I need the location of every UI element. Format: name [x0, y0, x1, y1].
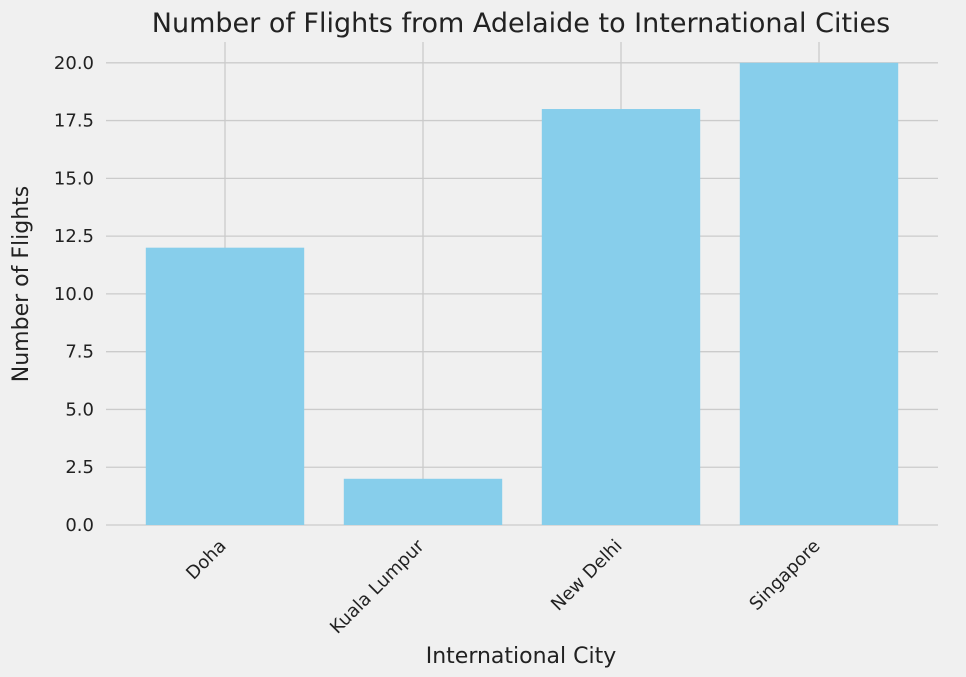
chart-title: Number of Flights from Adelaide to Inter…	[152, 8, 890, 39]
x-tick-label: New Delhi	[547, 536, 626, 615]
y-tick-label: 20.0	[54, 53, 94, 74]
x-axis-ticks: Doha Kuala Lumpur New Delhi Singapore	[182, 535, 824, 638]
y-axis-label: Number of Flights	[9, 186, 34, 382]
y-tick-label: 2.5	[65, 457, 94, 478]
y-axis-ticks: 0.0 2.5 5.0 7.5 10.0 12.5 15.0 17.5 20.0	[54, 53, 94, 536]
x-tick-label: Doha	[182, 536, 230, 584]
bar-kuala-lumpur	[343, 478, 503, 525]
y-tick-label: 15.0	[54, 168, 94, 189]
bars-layer	[145, 62, 899, 526]
y-tick-label: 12.5	[54, 226, 94, 247]
x-axis-label: International City	[426, 644, 617, 669]
y-tick-label: 10.0	[54, 284, 94, 305]
x-tick-label: Kuala Lumpur	[326, 535, 429, 638]
y-tick-label: 0.0	[65, 515, 94, 536]
x-tick-label: Singapore	[745, 536, 824, 615]
bar-singapore	[739, 62, 899, 525]
y-tick-label: 17.5	[54, 111, 94, 132]
bar-new-delhi	[541, 109, 701, 526]
bar-doha	[145, 247, 305, 525]
y-tick-label: 5.0	[65, 399, 94, 420]
y-tick-label: 7.5	[65, 342, 94, 363]
